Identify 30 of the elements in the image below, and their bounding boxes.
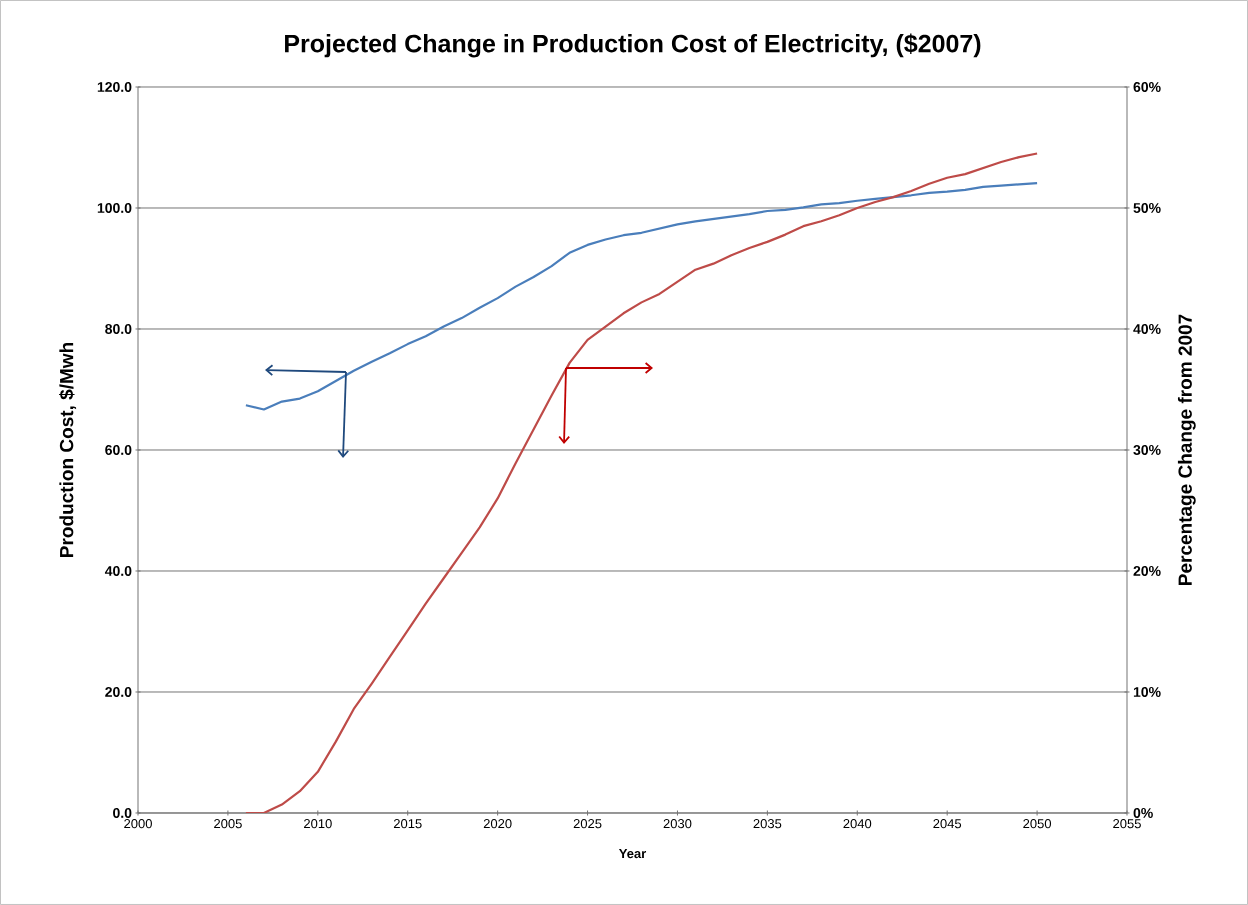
- y2-tick-label: 20%: [1133, 566, 1161, 576]
- y-tick-label: 100.0: [97, 203, 132, 213]
- x-tick-label: 2005: [214, 819, 242, 829]
- y2-tick-label: 30%: [1133, 445, 1161, 455]
- x-axis-title: Year: [618, 849, 647, 859]
- y2-tick-label: 10%: [1133, 687, 1161, 697]
- y2-axis-title: Percentage Change from 2007: [1177, 314, 1196, 585]
- y-tick-label: 40.0: [104, 566, 132, 576]
- y-tick-label: 80.0: [105, 324, 132, 334]
- y-tick-label: 20.0: [105, 687, 132, 697]
- y-tick-label: 60.0: [105, 445, 132, 455]
- x-tick-label: 2000: [124, 819, 152, 829]
- x-tick-label: 2045: [933, 819, 962, 829]
- x-tick-label: 2020: [483, 819, 512, 829]
- y2-tick-label: 60%: [1133, 82, 1161, 92]
- y2-tick-label: 0%: [1133, 808, 1153, 818]
- x-tick-label: 2015: [393, 819, 422, 829]
- x-tick-label: 2040: [843, 819, 872, 829]
- x-tick-label: 2010: [304, 819, 332, 829]
- chart-title: Projected Change in Production Cost of Electricity, ($2007): [285, 33, 981, 58]
- x-tick-label: 2025: [573, 819, 602, 829]
- y2-tick-label: 40%: [1133, 324, 1161, 334]
- x-tick-label: 2035: [753, 819, 782, 829]
- x-tick-label: 2055: [1113, 819, 1141, 829]
- x-tick-label: 2050: [1023, 819, 1052, 829]
- y-tick-label: 120.0: [97, 82, 132, 92]
- y-tick-label: 0.0: [113, 808, 132, 818]
- x-tick-label: 2030: [663, 819, 692, 829]
- y-axis-title: Production Cost, $/Mwh: [59, 342, 77, 557]
- y2-tick-label: 50%: [1133, 203, 1161, 213]
